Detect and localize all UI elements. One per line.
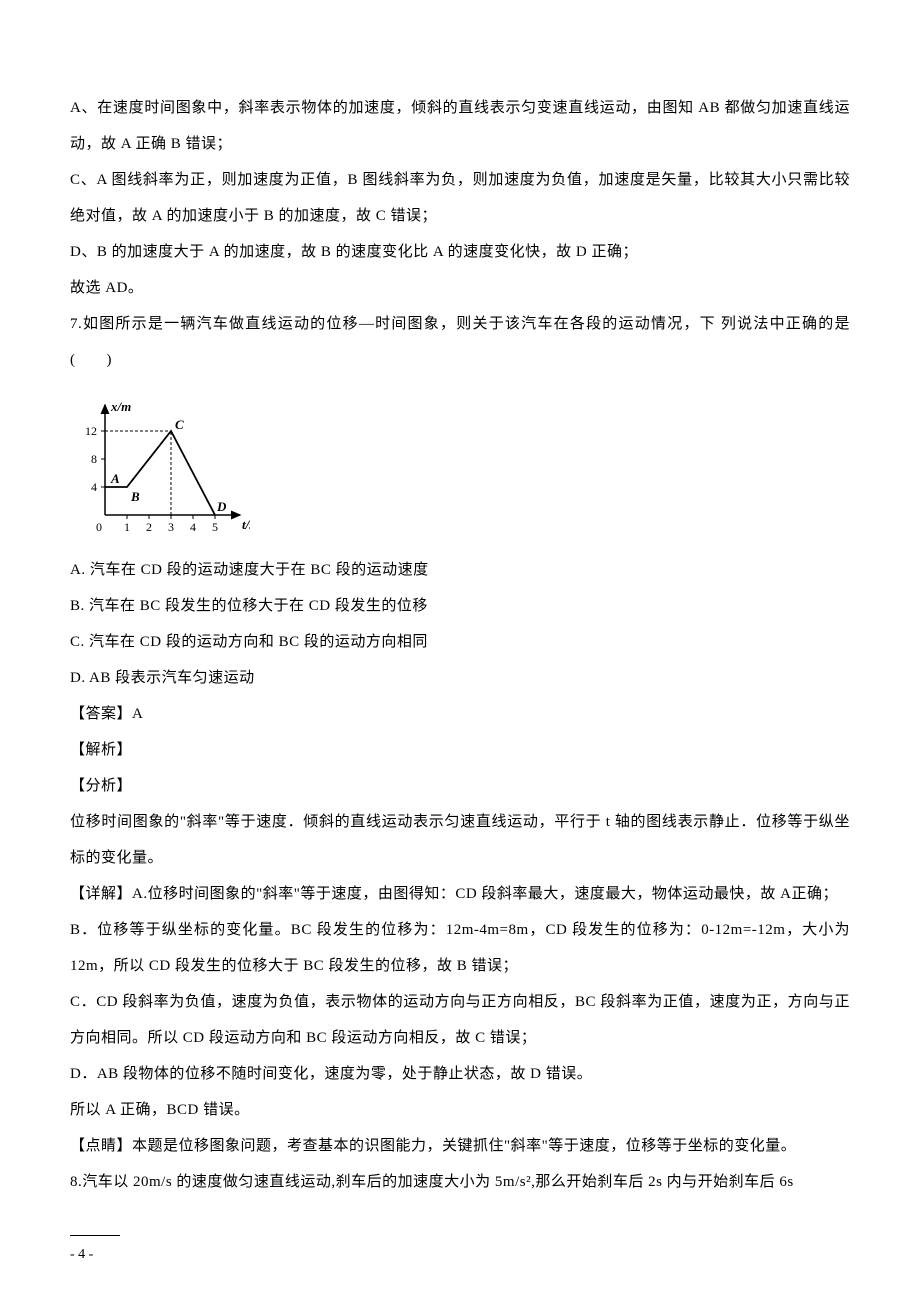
svg-text:1: 1 <box>124 520 130 534</box>
paragraph-solution-a: A、在速度时间图象中，斜率表示物体的加速度，倾斜的直线表示匀变速直线运动，由图知… <box>70 90 850 162</box>
footer-divider <box>70 1235 120 1236</box>
svg-text:3: 3 <box>168 520 174 534</box>
analysis-header: 【分析】 <box>70 768 850 804</box>
svg-text:2: 2 <box>146 520 152 534</box>
svg-text:t/s: t/s <box>242 517 250 532</box>
question-8: 8.汽车以 20m/s 的速度做匀速直线运动,刹车后的加速度大小为 5m/s²,… <box>70 1164 850 1200</box>
svg-text:C: C <box>175 417 184 432</box>
svg-text:5: 5 <box>212 520 218 534</box>
svg-text:x/m: x/m <box>110 399 131 414</box>
detail-conclusion: 所以 A 正确，BCD 错误。 <box>70 1092 850 1128</box>
question-7: 7.如图所示是一辆汽车做直线运动的位移—时间图象，则关于该汽车在各段的运动情况，… <box>70 306 850 378</box>
explanation-header: 【解析】 <box>70 732 850 768</box>
svg-text:D: D <box>216 499 227 514</box>
page-footer: - 4 - <box>70 1235 120 1272</box>
option-a: A. 汽车在 CD 段的运动速度大于在 BC 段的运动速度 <box>70 552 850 588</box>
option-c: C. 汽车在 CD 段的运动方向和 BC 段的运动方向相同 <box>70 624 850 660</box>
chart-svg: 1234548120t/sx/mABCD <box>70 390 250 540</box>
svg-text:4: 4 <box>190 520 196 534</box>
paragraph-solution-d: D、B 的加速度大于 A 的加速度，故 B 的速度变化比 A 的速度变化快，故 … <box>70 234 850 270</box>
svg-text:0: 0 <box>96 520 102 534</box>
svg-text:4: 4 <box>91 480 97 494</box>
answer: 【答案】A <box>70 696 850 732</box>
svg-text:12: 12 <box>85 424 97 438</box>
paragraph-solution-c: C、A 图线斜率为正，则加速度为正值，B 图线斜率为负，则加速度为负值，加速度是… <box>70 162 850 234</box>
displacement-time-chart: 1234548120t/sx/mABCD <box>70 390 850 540</box>
svg-text:A: A <box>110 471 120 486</box>
svg-text:8: 8 <box>91 452 97 466</box>
detail-a: 【详解】A.位移时间图象的"斜率"等于速度，由图得知：CD 段斜率最大，速度最大… <box>70 876 850 912</box>
detail-c: C．CD 段斜率为负值，速度为负值，表示物体的运动方向与正方向相反，BC 段斜率… <box>70 984 850 1056</box>
paragraph-conclusion: 故选 AD。 <box>70 270 850 306</box>
svg-text:B: B <box>130 489 140 504</box>
key-point: 【点睛】本题是位移图象问题，考查基本的识图能力，关键抓住"斜率"等于速度，位移等… <box>70 1128 850 1164</box>
page-number: - 4 - <box>70 1247 93 1262</box>
detail-b: B．位移等于纵坐标的变化量。BC 段发生的位移为：12m-4m=8m，CD 段发… <box>70 912 850 984</box>
option-d: D. AB 段表示汽车匀速运动 <box>70 660 850 696</box>
option-b: B. 汽车在 BC 段发生的位移大于在 CD 段发生的位移 <box>70 588 850 624</box>
detail-d: D．AB 段物体的位移不随时间变化，速度为零，处于静止状态，故 D 错误。 <box>70 1056 850 1092</box>
analysis-body: 位移时间图象的"斜率"等于速度．倾斜的直线运动表示匀速直线运动，平行于 t 轴的… <box>70 804 850 876</box>
